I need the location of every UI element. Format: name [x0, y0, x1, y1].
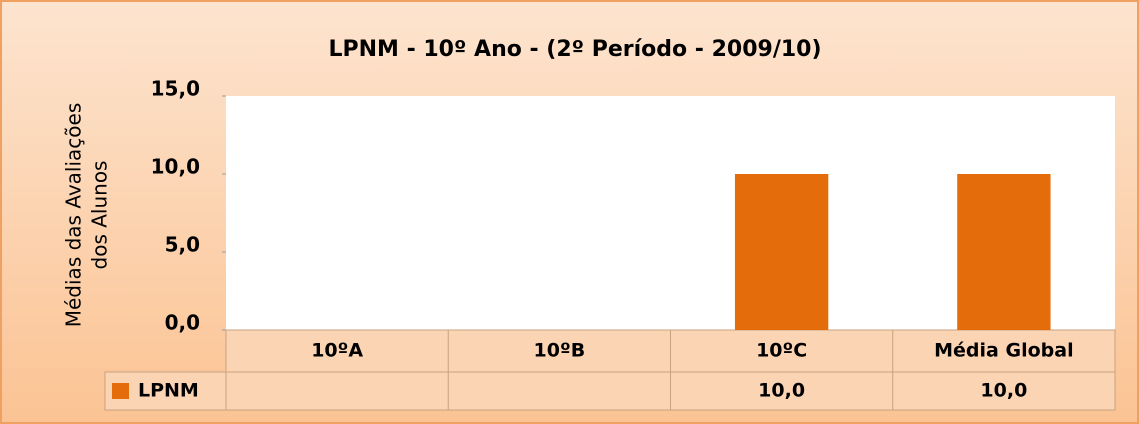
table-series-row	[104, 371, 1116, 411]
chart-title: LPNM - 10º Ano - (2º Período - 2009/10)	[328, 37, 821, 62]
y-tick-label: 5,0	[165, 233, 200, 257]
legend-label: LPNM	[138, 380, 199, 402]
y-tick-label: 15,0	[151, 77, 200, 101]
y-tick-label: 0,0	[165, 311, 200, 335]
table-value: 10,0	[980, 380, 1027, 402]
y-axis-label: dos Alunos	[88, 161, 112, 270]
y-axis-label: Médias das Avaliações	[62, 103, 86, 328]
x-tick-label: Média Global	[934, 340, 1073, 362]
bar	[734, 174, 829, 330]
x-tick-label: 10ºA	[311, 340, 363, 362]
x-tick-label: 10ºC	[756, 340, 807, 362]
table-value: 10,0	[758, 380, 805, 402]
x-tick-label: 10ºB	[534, 340, 586, 362]
y-tick-label: 10,0	[151, 155, 200, 179]
bar	[957, 174, 1051, 330]
legend-key	[112, 383, 129, 399]
